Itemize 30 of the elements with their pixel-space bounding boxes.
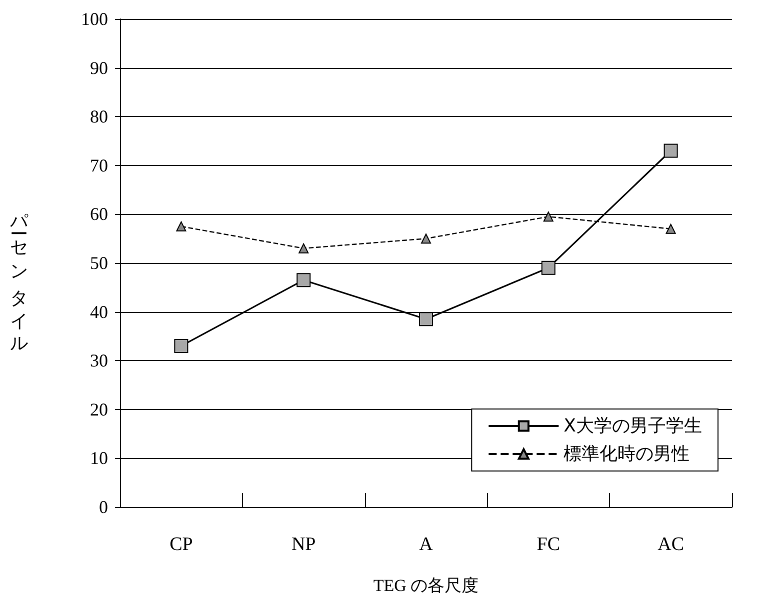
y-tick-label: 80 xyxy=(90,106,108,127)
point xyxy=(174,338,188,353)
y-tick-label: 50 xyxy=(90,253,108,273)
point xyxy=(419,312,433,326)
x-tick-label: CP xyxy=(170,534,193,555)
point xyxy=(298,243,309,254)
y-tick-label: 100 xyxy=(81,9,108,29)
x-tick-label: A xyxy=(419,534,434,555)
point xyxy=(541,260,556,275)
y-tick-label: 30 xyxy=(90,350,108,371)
point xyxy=(664,144,678,158)
point xyxy=(666,224,676,234)
point xyxy=(543,212,554,222)
y-tick-label: 20 xyxy=(90,399,108,420)
point xyxy=(296,273,311,288)
x-axis-title: TEG の各尺度 xyxy=(373,576,479,595)
y-tick-label: 0 xyxy=(99,497,108,517)
y-tick-label: 90 xyxy=(90,58,108,78)
legend-label: 標準化時の男性 xyxy=(564,444,690,464)
x-tick-label: AC xyxy=(658,534,684,555)
y-tick-label: 70 xyxy=(90,155,108,176)
y-tick-label: 10 xyxy=(90,448,108,468)
point xyxy=(176,221,186,232)
y-tick-label: 40 xyxy=(90,302,108,322)
x-tick-label: FC xyxy=(536,534,560,555)
x-tick-label: NP xyxy=(291,534,316,555)
point xyxy=(421,234,431,244)
y-tick-label: 60 xyxy=(90,204,108,224)
y-axis-title: パーセンタイル xyxy=(7,200,30,348)
legend-label: X大学の男子学生 xyxy=(564,416,702,436)
